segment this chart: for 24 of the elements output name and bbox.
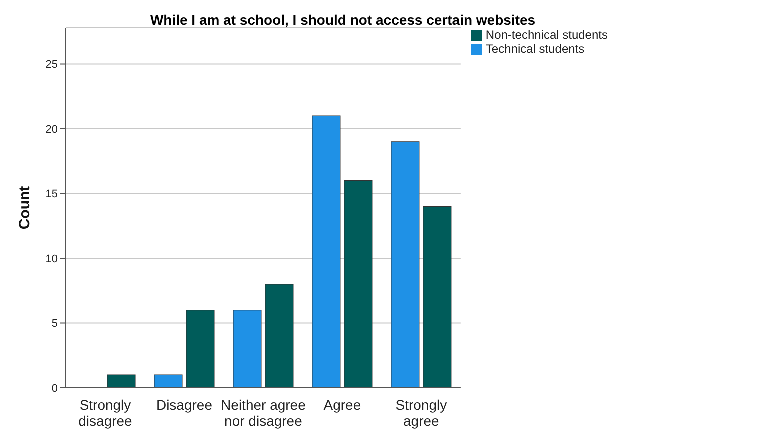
chart-title: While I am at school, I should not access certain websites <box>149 12 537 28</box>
bar <box>186 310 215 388</box>
y-tick-label: 0 <box>52 382 58 395</box>
x-tick-label: Strongly disagree <box>78 397 133 429</box>
legend-label: Non-technical students <box>486 28 608 42</box>
y-axis-title: Count <box>16 186 34 230</box>
y-tick-label: 20 <box>46 124 58 136</box>
legend-label: Technical students <box>486 42 585 56</box>
x-tick-label: Neither agree nor disagree <box>221 397 306 429</box>
bar <box>265 284 294 388</box>
bar <box>154 374 183 388</box>
y-tick-label: 25 <box>46 59 58 72</box>
x-tick-label: Agree <box>324 397 362 413</box>
y-tick-label: 15 <box>46 188 58 201</box>
bar <box>423 206 452 388</box>
bar <box>391 142 420 388</box>
bar <box>312 116 341 388</box>
x-tick-label: Disagree <box>156 397 213 413</box>
y-tick-label: 5 <box>52 318 58 330</box>
y-tick-label: 10 <box>46 253 58 266</box>
bar <box>107 374 136 388</box>
x-tick-label: Strongly agree <box>396 397 448 429</box>
bar <box>344 180 373 388</box>
bar <box>233 310 262 388</box>
